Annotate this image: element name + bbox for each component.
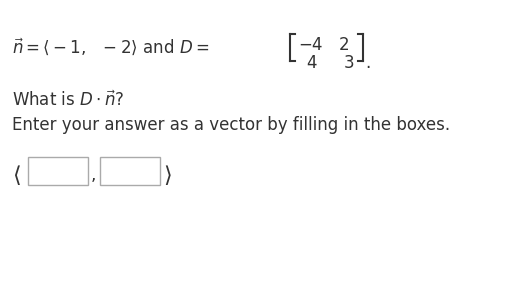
Text: $-4\quad 2$: $-4\quad 2$ [297, 36, 349, 54]
Text: $.$: $.$ [364, 54, 370, 72]
Text: What is $D\cdot\vec{n}$?: What is $D\cdot\vec{n}$? [12, 91, 124, 111]
Text: $,$: $,$ [90, 166, 95, 184]
FancyBboxPatch shape [100, 157, 160, 185]
Text: $4\quad\ \ 3$: $4\quad\ \ 3$ [306, 54, 354, 72]
FancyBboxPatch shape [28, 157, 88, 185]
Text: $\vec{n} = \langle -1,\ \ -2\rangle$ and $D=$: $\vec{n} = \langle -1,\ \ -2\rangle$ and… [12, 36, 209, 57]
Text: $\rangle$: $\rangle$ [163, 163, 171, 187]
Text: Enter your answer as a vector by filling in the boxes.: Enter your answer as a vector by filling… [12, 116, 449, 134]
Text: $\langle$: $\langle$ [12, 163, 21, 187]
